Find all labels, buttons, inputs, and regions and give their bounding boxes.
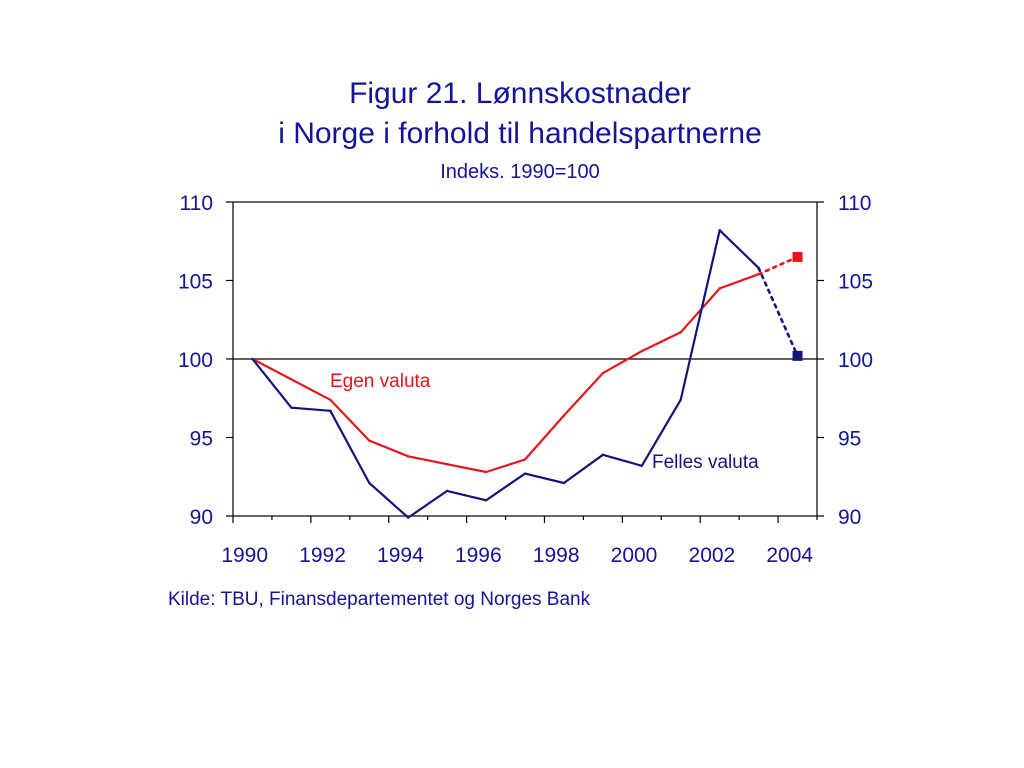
data-point-egen-valuta bbox=[445, 462, 449, 466]
data-point-felles-valuta bbox=[407, 516, 410, 519]
data-point-egen-valuta bbox=[368, 439, 371, 442]
y-tick-label-right: 95 bbox=[838, 428, 861, 451]
data-point-egen-valuta bbox=[640, 349, 643, 353]
projection-line-felles-valuta bbox=[757, 266, 799, 358]
data-point-egen-valuta bbox=[290, 378, 293, 381]
x-tick-label: 1992 bbox=[299, 544, 346, 567]
data-point-felles-valuta bbox=[484, 499, 488, 502]
series-label-egen-valuta: Egen valuta bbox=[330, 371, 431, 392]
x-tick-label: 2004 bbox=[766, 544, 813, 567]
chart-title-line-1: Figur 21. Lønnskostnader bbox=[349, 77, 691, 110]
projection-marker-felles-valuta bbox=[792, 350, 803, 361]
x-tick-label: 2000 bbox=[611, 544, 658, 567]
y-tick-label-left: 90 bbox=[190, 506, 213, 529]
data-point-felles-valuta bbox=[640, 464, 643, 467]
series-line-egen-valuta bbox=[251, 273, 759, 474]
x-tick-label: 1996 bbox=[455, 544, 502, 567]
source-note: Kilde: TBU, Finansdepartementet og Norge… bbox=[168, 589, 591, 610]
data-point-felles-valuta bbox=[601, 453, 605, 456]
series-label-felles-valuta: Felles valuta bbox=[652, 452, 759, 473]
data-point-felles-valuta bbox=[251, 357, 254, 361]
chart-subtitle: Indeks. 1990=100 bbox=[440, 161, 600, 183]
y-tick-label-left: 110 bbox=[180, 192, 213, 215]
data-point-egen-valuta bbox=[718, 287, 721, 290]
y-tick-label-right: 90 bbox=[838, 506, 861, 529]
data-point-egen-valuta bbox=[601, 371, 605, 375]
chart-title-line-2: i Norge i forhold til handelspartnerne bbox=[278, 117, 762, 150]
data-point-egen-valuta bbox=[679, 331, 682, 334]
data-point-felles-valuta bbox=[679, 398, 682, 402]
series-lines bbox=[251, 229, 803, 519]
data-point-felles-valuta bbox=[718, 229, 721, 232]
data-point-egen-valuta bbox=[407, 455, 410, 458]
data-point-egen-valuta bbox=[484, 470, 488, 474]
x-tick-label: 1994 bbox=[377, 544, 424, 567]
data-point-felles-valuta bbox=[445, 489, 449, 493]
data-point-felles-valuta bbox=[290, 406, 293, 409]
y-tick-label-left: 105 bbox=[178, 271, 213, 294]
data-point-felles-valuta bbox=[562, 481, 566, 485]
y-tick-label-right: 100 bbox=[838, 349, 873, 372]
data-point-egen-valuta bbox=[329, 398, 332, 402]
data-point-egen-valuta bbox=[523, 458, 527, 461]
axes: 90 90 95 95 100 100 105 105 110 110 1990 1992 1994 19… bbox=[178, 192, 873, 567]
x-tick-label: 2002 bbox=[689, 544, 736, 567]
y-tick-label-right: 110 bbox=[838, 192, 871, 215]
x-tick-label: 1998 bbox=[533, 544, 580, 567]
projection-line-egen-valuta bbox=[757, 255, 799, 276]
data-point-felles-valuta bbox=[523, 472, 527, 475]
data-point-felles-valuta bbox=[368, 481, 371, 485]
data-point-felles-valuta bbox=[329, 409, 332, 413]
series-line-felles-valuta bbox=[251, 229, 760, 519]
data-point-egen-valuta bbox=[562, 414, 566, 417]
y-tick-label-left: 100 bbox=[178, 349, 213, 372]
y-tick-label-left: 95 bbox=[190, 428, 213, 451]
projection-marker-egen-valuta bbox=[792, 251, 803, 262]
x-tick-label: 1990 bbox=[221, 544, 268, 567]
y-tick-label-right: 105 bbox=[838, 271, 873, 294]
